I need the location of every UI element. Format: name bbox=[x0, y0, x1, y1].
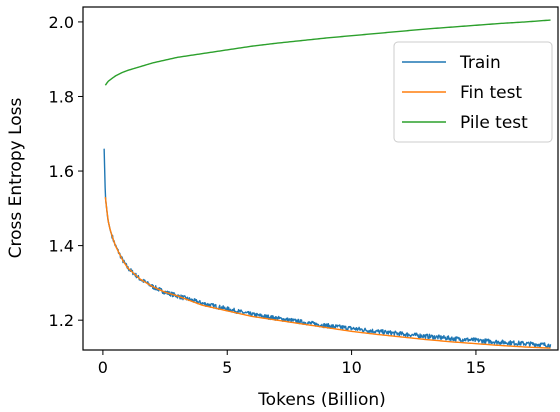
y-tick-label: 1.6 bbox=[49, 162, 74, 181]
plot-frame bbox=[82, 6, 559, 351]
y-tick-label: 1.4 bbox=[49, 237, 74, 256]
x-tick-label: 15 bbox=[466, 358, 486, 377]
x-tick-label: 0 bbox=[98, 358, 108, 377]
axis-ticks: 0 5 10 15 1.2 1.4 1.6 1.8 2.0 bbox=[49, 13, 487, 377]
series-line-fin-test bbox=[104, 197, 551, 349]
legend-box bbox=[393, 41, 553, 143]
legend-label: Pile test bbox=[460, 113, 528, 133]
series-line-train bbox=[103, 148, 552, 348]
legend-label: Train bbox=[459, 53, 501, 73]
y-axis-title: Cross Entropy Loss bbox=[6, 97, 26, 258]
y-tick-label: 2.0 bbox=[49, 13, 74, 32]
x-tick-label: 5 bbox=[222, 358, 232, 377]
y-tick-label: 1.8 bbox=[49, 87, 74, 106]
legend: Train Fin test Pile test bbox=[393, 41, 553, 143]
series-line-pile-test bbox=[104, 19, 551, 86]
y-tick-label: 1.2 bbox=[49, 311, 74, 330]
x-axis-title: Tokens (Billion) bbox=[257, 390, 386, 410]
series-lines bbox=[103, 19, 552, 349]
x-tick-label: 10 bbox=[341, 358, 361, 377]
legend-label: Fin test bbox=[460, 83, 522, 103]
